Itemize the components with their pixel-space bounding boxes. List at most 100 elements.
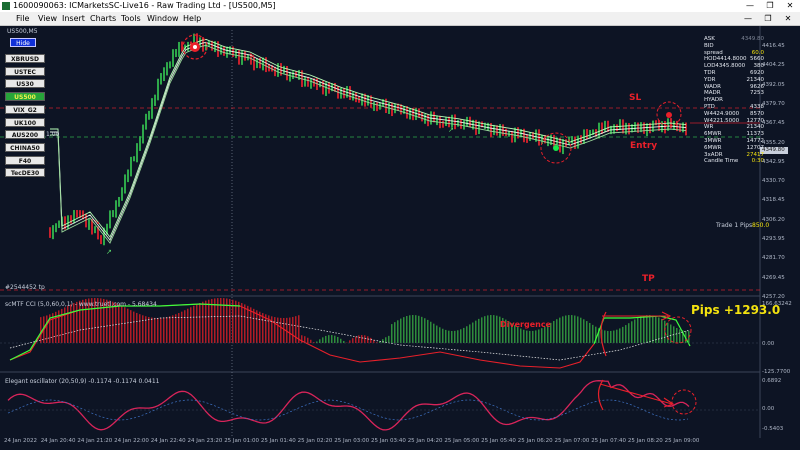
cci-histogram-bar <box>652 315 654 343</box>
cci-histogram-bar <box>103 298 105 343</box>
cci-histogram-bar <box>376 342 378 343</box>
candle <box>199 37 201 47</box>
symbol-button-us500[interactable]: US500 <box>5 92 45 102</box>
cci-histogram-bar <box>328 335 330 343</box>
candle <box>673 120 675 130</box>
cci-histogram-bar <box>640 316 642 343</box>
price-tick-label: 4392.05 <box>762 81 785 88</box>
cci-histogram-bar <box>556 319 558 343</box>
menu-file[interactable]: File <box>16 14 30 23</box>
cci-histogram-bar <box>595 326 597 343</box>
cci-histogram-bar <box>271 316 273 343</box>
info-row-value: 4349.80 <box>741 36 764 42</box>
cci-histogram-bar <box>190 307 192 343</box>
info-row-label: HYADR <box>704 97 723 104</box>
cci-histogram-bar <box>244 304 246 343</box>
time-tick-label: 25 Jan 08:20 <box>627 438 663 444</box>
cci-histogram-bar <box>607 330 609 343</box>
maximize-button[interactable]: ❐ <box>766 1 774 10</box>
info-row: Candle Time 0:30 <box>704 158 764 164</box>
cci-histogram-bar <box>115 302 117 343</box>
candle <box>277 63 279 77</box>
menu-charts[interactable]: Charts <box>90 14 117 23</box>
child-close-button[interactable]: ✕ <box>784 14 792 23</box>
menu-help[interactable]: Help <box>183 14 202 23</box>
cci-histogram-bar <box>235 300 237 343</box>
menu-view[interactable]: View <box>38 14 57 23</box>
candle <box>235 49 237 59</box>
menu-insert[interactable]: Insert <box>62 14 85 23</box>
cci-histogram-bar <box>259 311 261 343</box>
cci-histogram-bar <box>130 310 132 343</box>
minimize-button[interactable]: — <box>746 1 754 10</box>
candle <box>196 33 198 44</box>
sl-annotation: SL <box>629 93 642 103</box>
candle <box>475 119 477 135</box>
tp-annotation: TP <box>642 274 655 284</box>
symbol-button-china50[interactable]: CHINA50 <box>5 142 45 152</box>
candle <box>676 120 678 132</box>
cci-histogram-bar <box>319 339 321 343</box>
cci-histogram-bar <box>367 336 369 343</box>
candle <box>214 41 216 53</box>
candle <box>361 93 363 106</box>
cci-histogram-bar <box>421 316 423 343</box>
candle <box>460 119 462 129</box>
child-minimize-button[interactable]: — <box>744 14 752 23</box>
info-row-label: Candle Time <box>704 158 739 165</box>
menu-window[interactable]: Window <box>147 14 179 23</box>
chart-window[interactable]: ↗ ↗ ↘ ↘ US500,M5 Hide XBRUSD USTEC US30 US5… <box>0 26 800 450</box>
symbol-button-xbrusd[interactable]: XBRUSD <box>5 54 45 63</box>
cci-histogram-bar <box>97 298 99 343</box>
info-row-value: 6920 <box>750 70 764 76</box>
candle <box>640 122 642 133</box>
symbol-label: US500,M5 <box>7 28 38 35</box>
symbol-button-us30[interactable]: US30 <box>5 79 45 89</box>
trade-pips-label: Trade 1 Pips <box>716 222 753 229</box>
info-row-label: YDR <box>704 76 716 83</box>
candle <box>112 210 114 218</box>
info-row: 6MWR 12707 <box>704 145 764 151</box>
candle <box>649 122 651 134</box>
candle <box>616 124 618 132</box>
cci-histogram-bar <box>520 328 522 343</box>
candle <box>664 120 666 134</box>
symbol-button-ustec[interactable]: USTEC <box>5 66 45 76</box>
ma-band-lower <box>50 44 687 244</box>
symbol-button-vix_g2[interactable]: VIX_G2 <box>5 104 45 114</box>
price-tick-label: 4367.45 <box>762 120 785 127</box>
cci-histogram-bar <box>577 316 579 343</box>
close-button[interactable]: ✕ <box>786 1 794 10</box>
cci-histogram-bar <box>163 317 165 343</box>
child-restore-button[interactable]: ❐ <box>764 14 772 23</box>
candle <box>271 65 273 72</box>
candle <box>667 118 669 131</box>
hide-button[interactable]: Hide <box>10 38 36 47</box>
candle <box>598 122 600 139</box>
info-row-value: 8570 <box>750 110 764 117</box>
info-row-label: W4221.5000 <box>704 117 740 124</box>
candle <box>373 101 375 111</box>
menu-tools[interactable]: Tools <box>121 14 141 23</box>
candle <box>478 121 480 135</box>
cci-histogram-bar <box>589 322 591 343</box>
candle <box>685 122 687 136</box>
symbol-button-aus200[interactable]: AUS200 <box>5 130 45 140</box>
symbol-button-tecde30[interactable]: TecDE30 <box>5 168 45 178</box>
cci-histogram-bar <box>535 330 537 343</box>
cci-histogram-bar <box>229 299 231 343</box>
candle <box>205 42 207 51</box>
symbol-button-uk100[interactable]: UK100 <box>5 117 45 127</box>
info-row: MADR 7253 <box>704 90 764 96</box>
candle <box>217 41 219 57</box>
symbol-button-f40[interactable]: F40 <box>5 155 45 165</box>
candle <box>142 124 144 144</box>
time-tick-label: 25 Jan 01:40 <box>260 438 296 444</box>
cci-histogram-bar <box>121 305 123 343</box>
cci-histogram-bar <box>526 330 528 343</box>
cci-histogram-bar <box>433 323 435 343</box>
price-tick-label: 4281.70 <box>762 255 785 262</box>
cci-histogram-bar <box>343 340 345 343</box>
cci-histogram-bar <box>91 298 93 343</box>
cci-histogram-bar <box>253 308 255 343</box>
